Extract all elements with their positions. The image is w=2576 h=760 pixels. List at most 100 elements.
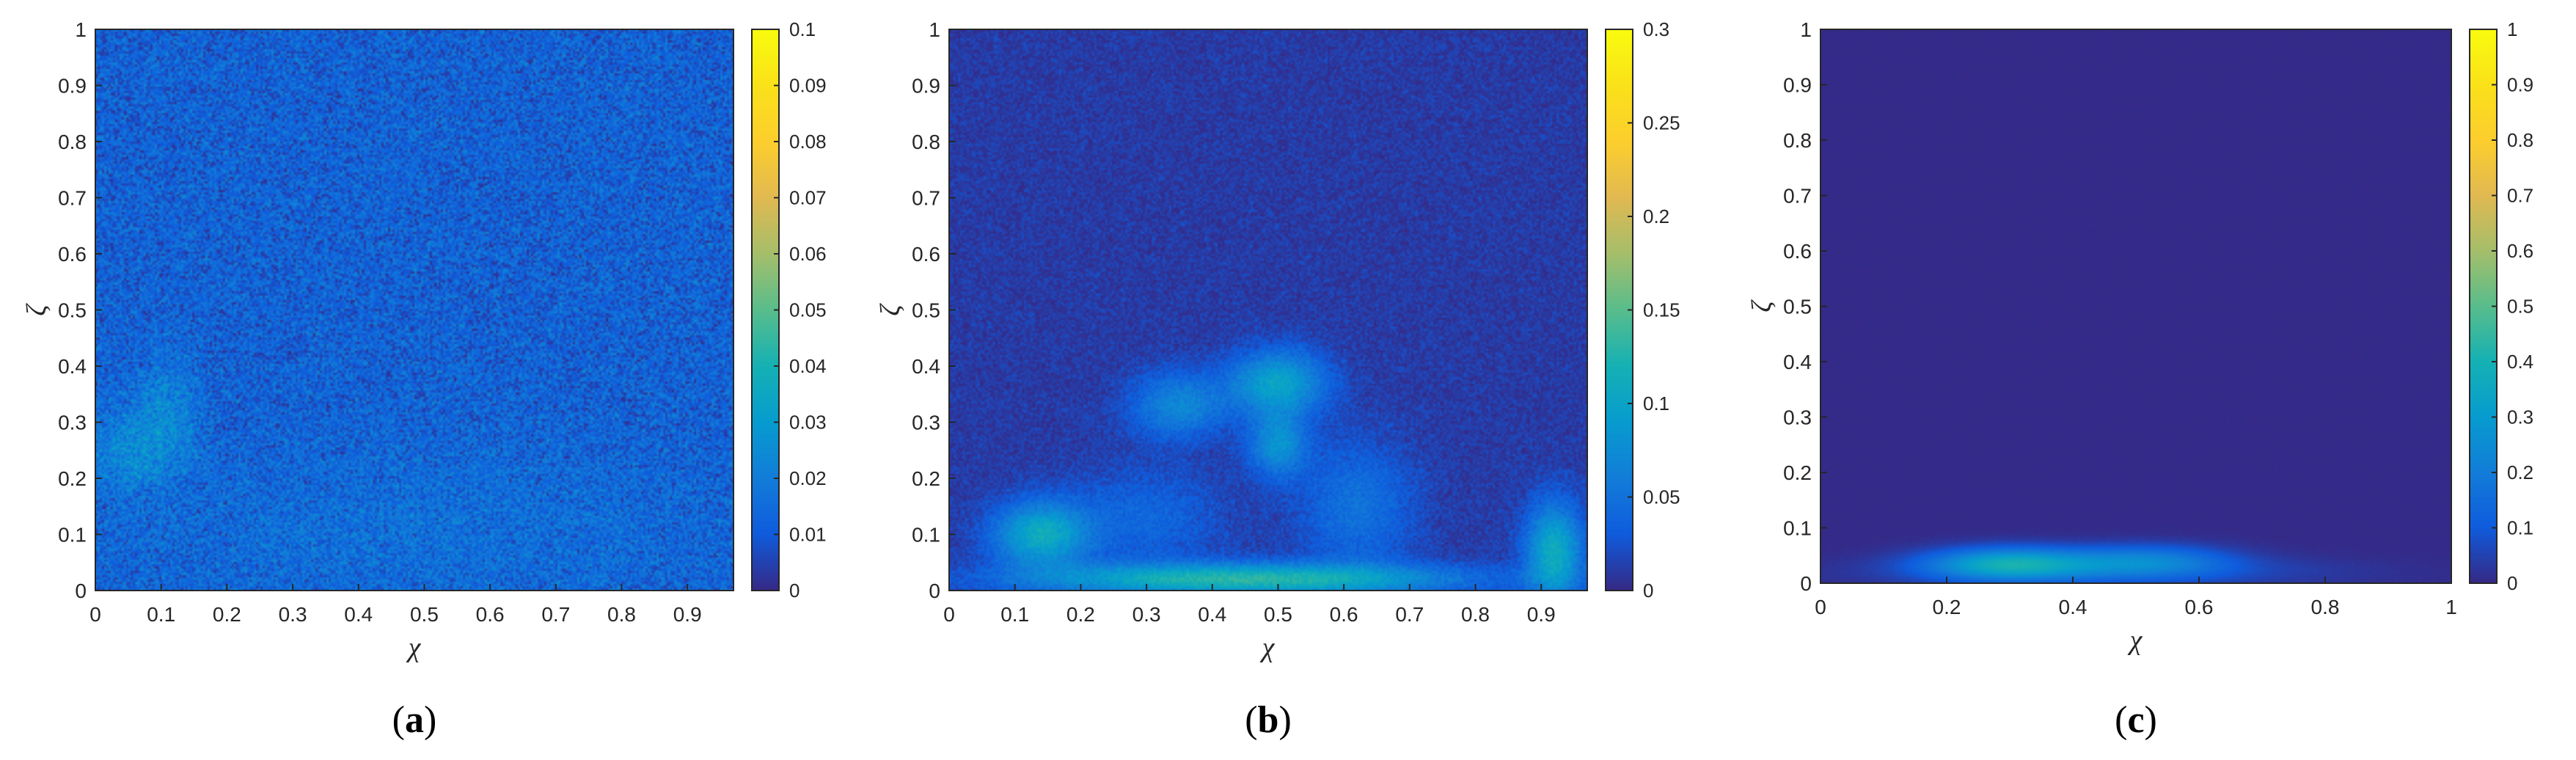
x-tick-label: 0.5 — [410, 603, 439, 626]
y-tick-label: 0.9 — [1783, 74, 1812, 97]
y-tick-label: 0.1 — [1783, 517, 1812, 540]
y-tick-label: 0.3 — [912, 412, 940, 434]
y-tick-label: 0.6 — [912, 243, 940, 266]
y-tick-label: 0.7 — [58, 187, 87, 210]
heatmap-b — [949, 29, 1587, 591]
colorbar-tick-label: 0.02 — [789, 467, 827, 489]
x-ticks-b: 0 0.1 0.2 0.3 0.4 0.5 0.6 0.7 0.8 0.9 — [943, 584, 1556, 626]
y-tick-label: 0 — [75, 580, 87, 602]
y-tick-label: 0.2 — [58, 467, 87, 490]
y-tick-label: 0.9 — [912, 75, 940, 98]
y-axis-label-b: ζ — [875, 303, 906, 316]
y-ticks-a: 0 0.1 0.2 0.3 0.4 0.5 0.6 0.7 0.8 0.9 1 — [58, 18, 102, 602]
y-axis-label-c: ζ — [1746, 299, 1777, 313]
x-axis-label-a: χ — [406, 632, 422, 663]
x-ticks-c: 0 0.2 0.4 0.6 0.8 1 — [1815, 577, 2457, 618]
colorbar-tick-label: 0.15 — [1643, 299, 1680, 321]
x-tick-label: 0 — [943, 603, 955, 626]
heatmap-a — [95, 29, 733, 591]
colorbar-tick-label: 0.3 — [1643, 18, 1669, 40]
colorbar-tick-label: 0.06 — [789, 243, 827, 265]
caption-a: (a) — [392, 699, 437, 741]
colorbar-tick-label: 0.8 — [2507, 129, 2533, 151]
colorbar-tick-label: 0.1 — [1643, 392, 1669, 414]
y-tick-label: 1 — [1800, 18, 1812, 41]
colorbar-tick-label: 0.25 — [1643, 112, 1680, 134]
y-tick-label: 0.3 — [58, 412, 87, 434]
y-tick-label: 0.8 — [58, 131, 87, 153]
x-tick-label: 1 — [2445, 596, 2457, 618]
x-tick-label: 0 — [89, 603, 101, 626]
x-tick-label: 0.4 — [344, 603, 373, 626]
colorbar-tick-label: 0.07 — [789, 187, 827, 209]
colorbar-tick-label: 0.6 — [2507, 240, 2533, 262]
y-tick-label: 1 — [75, 18, 87, 41]
colorbar-tick-label: 0.1 — [789, 18, 816, 40]
x-tick-label: 0.8 — [1461, 603, 1490, 626]
colorbar-tick-label: 0.01 — [789, 524, 827, 546]
colorbar-tick-label: 0.2 — [2507, 461, 2533, 483]
x-tick-label: 0.2 — [1933, 596, 1961, 618]
colorbar-tick-label: 0.08 — [789, 131, 827, 153]
x-tick-label: 0.1 — [1000, 603, 1029, 626]
y-tick-label: 0.5 — [912, 299, 940, 322]
colorbar-tick-label: 0.2 — [1643, 205, 1669, 227]
y-tick-label: 0.3 — [1783, 406, 1812, 429]
caption-b: (b) — [1245, 699, 1292, 741]
x-tick-label: 0 — [1815, 596, 1826, 618]
x-tick-label: 0.1 — [147, 603, 175, 626]
x-tick-label: 0.2 — [213, 603, 241, 626]
y-tick-label: 0.7 — [1783, 185, 1812, 208]
x-tick-label: 0.4 — [2059, 596, 2087, 618]
x-axis-label-c: χ — [2127, 625, 2143, 656]
y-tick-label: 0.6 — [1783, 240, 1812, 263]
y-tick-label: 0.8 — [912, 131, 940, 153]
x-tick-label: 0.8 — [607, 603, 636, 626]
x-tick-label: 0.6 — [1330, 603, 1358, 626]
colorbar-tick-label: 0.09 — [789, 75, 827, 97]
x-tick-label: 0.6 — [2185, 596, 2214, 618]
caption-c: (c) — [2115, 699, 2157, 741]
panel-b: 0 0.1 0.2 0.3 0.4 0.5 0.6 0.7 0.8 0.9 00.10.20.30… — [875, 18, 1680, 741]
y-ticks-b: 0 0.1 0.2 0.3 0.4 0.5 0.6 0.7 0.8 0.9 1 — [912, 18, 956, 602]
y-tick-label: 0.7 — [912, 187, 940, 210]
colorbar-tick-label: 0.05 — [1643, 486, 1680, 508]
x-tick-label: 0.4 — [1198, 603, 1226, 626]
x-tick-label: 0.9 — [1527, 603, 1556, 626]
colorbar-tick-label: 0.1 — [2507, 517, 2533, 539]
x-tick-label: 0.5 — [1264, 603, 1292, 626]
y-axis-label-a: ζ — [21, 303, 52, 316]
panel-c: 0 0.2 0.4 0.6 0.8 1 0 0.1 0.2 0.3 0.4 0.5 0.6 0.7 0.8… — [1746, 18, 2533, 741]
y-tick-label: 0 — [1800, 572, 1812, 595]
colorbar-tick-label: 0 — [2507, 572, 2517, 594]
y-ticks-c: 0 0.1 0.2 0.3 0.4 0.5 0.6 0.7 0.8 0.9 1 — [1783, 18, 1827, 595]
colorbar-tick-label: 0.04 — [789, 355, 827, 377]
colorbar-tick-label: 0.3 — [2507, 406, 2533, 428]
y-tick-label: 0.8 — [1783, 129, 1812, 152]
x-tick-label: 0.7 — [541, 603, 570, 626]
x-axis-label-b: χ — [1259, 632, 1276, 663]
y-tick-label: 0.4 — [58, 355, 87, 378]
y-tick-label: 0.5 — [1783, 296, 1812, 318]
x-tick-label: 0.8 — [2311, 596, 2340, 618]
colorbar-tick-label: 0.7 — [2507, 185, 2533, 207]
y-tick-label: 0.1 — [58, 524, 87, 547]
colorbar-tick-label: 0.03 — [789, 412, 827, 434]
x-tick-label: 0.6 — [476, 603, 505, 626]
colorbar-ticks-b: 0 0.05 0.1 0.15 0.2 0.25 0.3 — [1628, 18, 1680, 602]
x-ticks-a: 0 0.1 0.2 0.3 0.4 0.5 0.6 0.7 0.8 0.9 — [89, 584, 702, 626]
x-tick-label: 0.2 — [1066, 603, 1095, 626]
x-tick-label: 0.3 — [1133, 603, 1161, 626]
colorbar-tick-label: 0.5 — [2507, 296, 2533, 318]
y-tick-label: 0.6 — [58, 243, 87, 266]
colorbar-tick-label: 0.05 — [789, 299, 827, 321]
y-tick-label: 0.1 — [912, 524, 940, 547]
y-tick-label: 0.4 — [912, 355, 940, 378]
colorbar-tick-label: 0 — [789, 580, 799, 602]
colorbar-tick-label: 0 — [1643, 580, 1653, 602]
y-tick-label: 0.4 — [1783, 351, 1812, 373]
y-tick-label: 0.2 — [1783, 461, 1812, 484]
colorbar-tick-label: 0.4 — [2507, 351, 2533, 373]
x-tick-label: 0.7 — [1395, 603, 1424, 626]
